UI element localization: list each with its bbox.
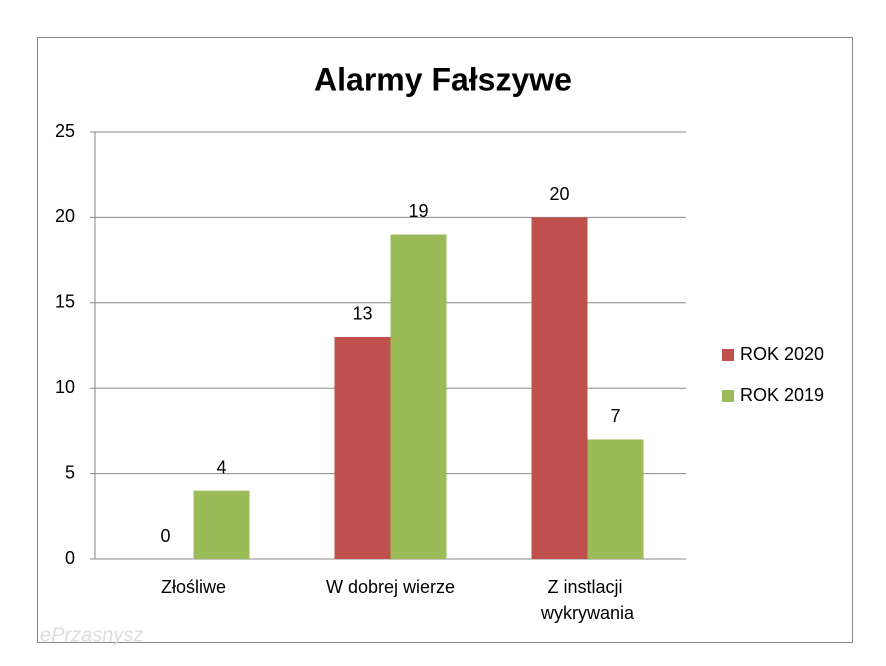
x-tick-label: Złośliwe xyxy=(161,577,226,597)
x-tick-label: Z instlacji wykrywania xyxy=(540,577,635,623)
y-tick-label: 0 xyxy=(65,548,75,568)
data-label: 7 xyxy=(610,406,620,426)
bar xyxy=(334,336,391,559)
y-tick-label: 25 xyxy=(55,121,75,141)
bar xyxy=(587,439,644,559)
y-tick-label: 5 xyxy=(65,462,75,482)
legend-label: ROK 2019 xyxy=(740,385,824,405)
bar xyxy=(531,217,588,559)
data-label: 19 xyxy=(408,201,428,221)
bar xyxy=(390,234,447,560)
legend-swatch xyxy=(722,390,734,402)
y-tick-label: 15 xyxy=(55,292,75,312)
data-label: 20 xyxy=(549,184,569,204)
data-label: 13 xyxy=(352,304,372,324)
data-label: 4 xyxy=(216,457,226,477)
bar xyxy=(193,490,250,559)
x-tick-label: W dobrej wierze xyxy=(326,577,455,597)
data-label: 0 xyxy=(160,526,170,546)
legend-label: ROK 2020 xyxy=(740,344,824,364)
chart-title: Alarmy Fałszywe xyxy=(314,61,572,97)
watermark: ePrzasnysz xyxy=(40,624,143,646)
y-tick-label: 10 xyxy=(55,377,75,397)
legend-swatch xyxy=(722,349,734,361)
y-tick-label: 20 xyxy=(55,206,75,226)
